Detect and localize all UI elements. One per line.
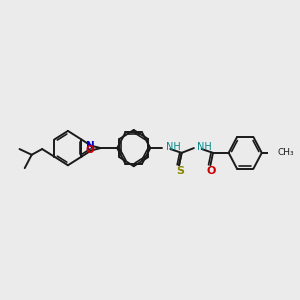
Text: CH₃: CH₃ <box>278 148 294 158</box>
Text: S: S <box>176 166 184 176</box>
Text: NH: NH <box>197 142 212 152</box>
Text: O: O <box>207 166 216 176</box>
Text: N: N <box>86 141 94 151</box>
Text: O: O <box>86 146 94 155</box>
Text: NH: NH <box>166 142 181 152</box>
